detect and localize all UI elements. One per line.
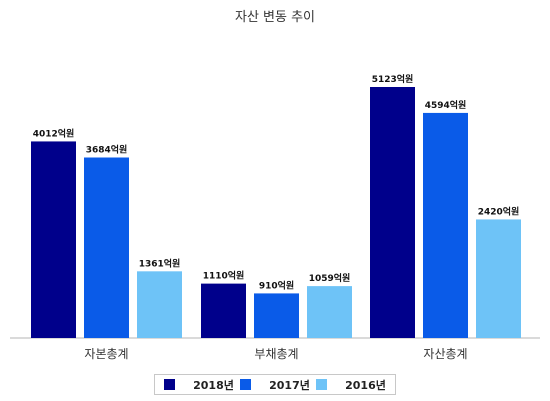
data-label-0-2: 1361억원 [139, 257, 181, 269]
data-label-1-0: 1110억원 [203, 270, 245, 282]
legend-item-0: 2018년 [164, 377, 234, 393]
legend-label-1: 2017년 [269, 378, 310, 392]
data-label-2-2: 2420억원 [478, 205, 520, 217]
bar-0-0 [31, 141, 76, 338]
category-label-0: 자본총계 [84, 347, 128, 361]
legend-item-2: 2016년 [316, 377, 386, 393]
bar-2-2 [476, 219, 521, 338]
bar-0-2 [137, 271, 182, 338]
data-label-1-2: 1059억원 [309, 272, 351, 284]
chart-title: 자산 변동 추이 [234, 10, 316, 25]
data-label-2-0: 5123억원 [372, 73, 414, 85]
bar-1-2 [307, 286, 352, 338]
data-label-0-0: 4012억원 [33, 127, 75, 139]
bar-2-0 [370, 87, 415, 338]
legend-swatch-0 [164, 379, 176, 390]
legend: 2018년 2017년 2016년 [154, 374, 396, 395]
legend-swatch-2 [316, 379, 328, 390]
data-label-2-1: 4594억원 [425, 99, 467, 111]
data-label-1-1: 910억원 [259, 279, 294, 291]
bar-1-0 [201, 283, 246, 338]
category-label-1: 부채총계 [254, 347, 298, 361]
bar-1-1 [254, 293, 299, 338]
category-label-2: 자산총계 [423, 347, 467, 361]
data-label-0-1: 3684억원 [86, 144, 128, 156]
legend-label-2: 2016년 [345, 378, 386, 392]
legend-swatch-1 [240, 379, 252, 390]
bar-0-1 [84, 157, 129, 338]
legend-item-1: 2017년 [240, 377, 310, 393]
bar-2-1 [423, 112, 468, 338]
legend-label-0: 2018년 [193, 378, 234, 392]
